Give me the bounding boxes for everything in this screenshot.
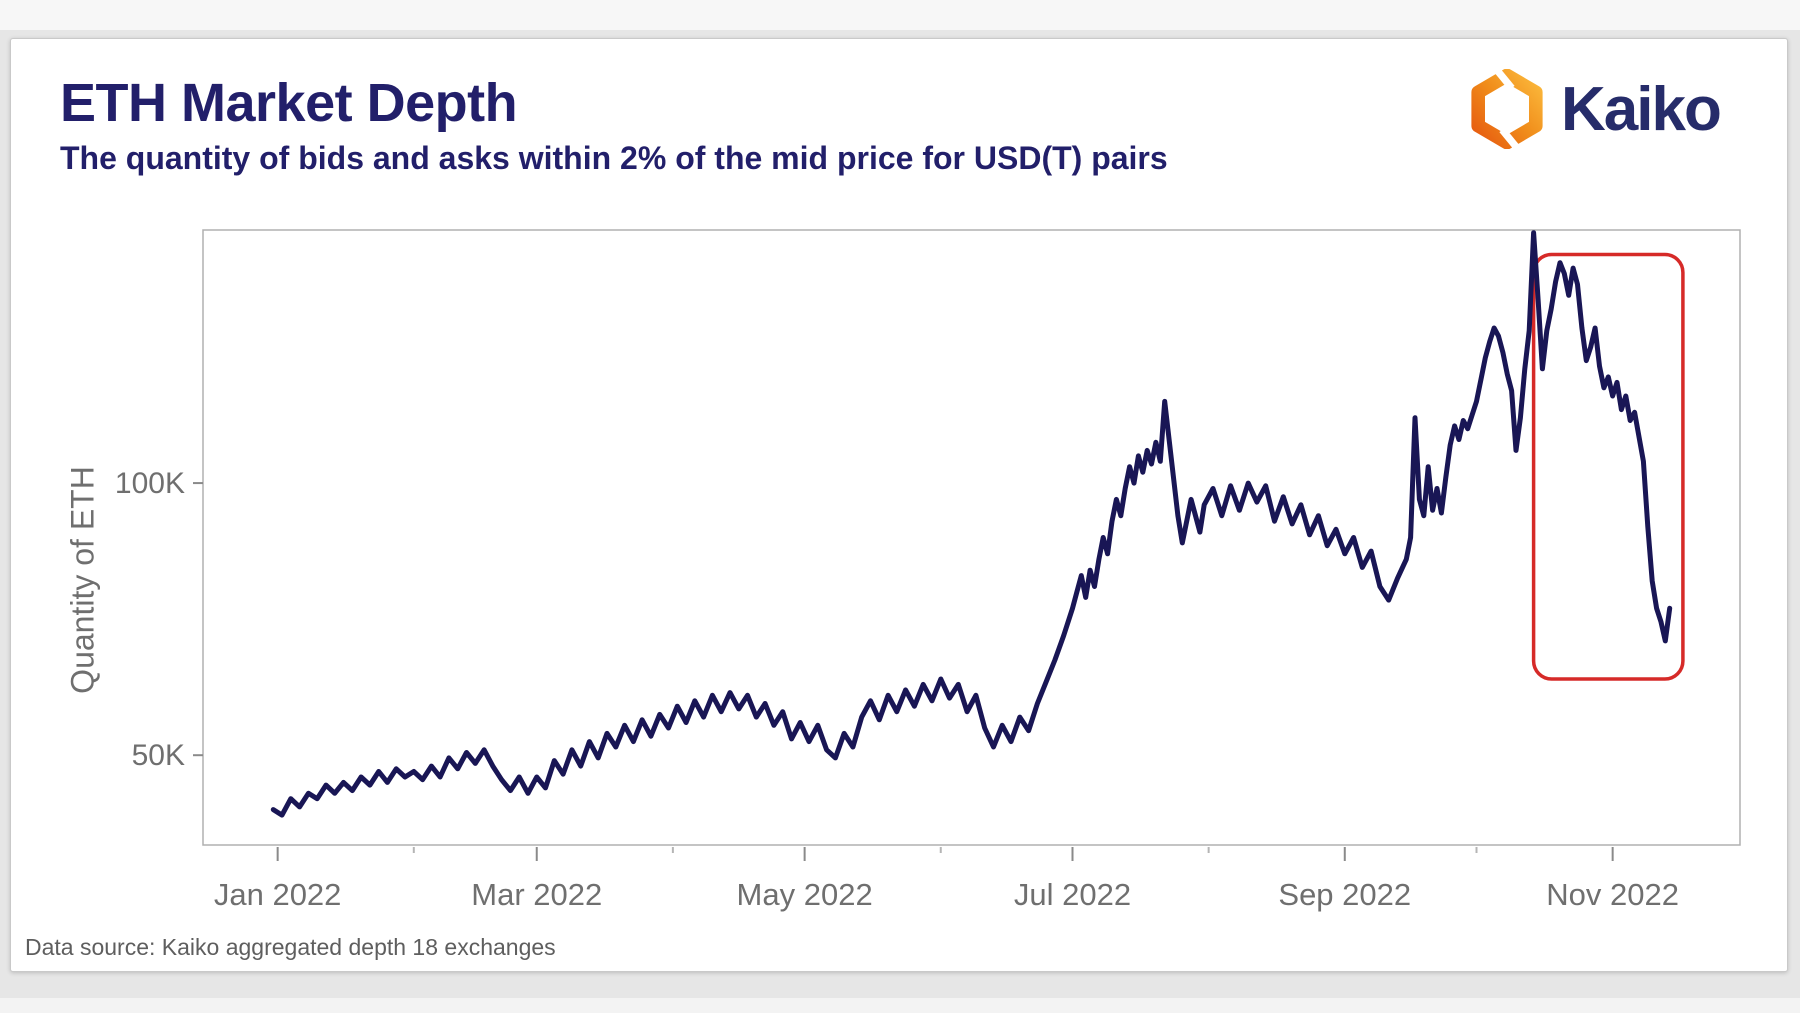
bottom-strip bbox=[0, 998, 1800, 1013]
kaiko-logo: Kaiko bbox=[1467, 68, 1722, 150]
x-tick-label: Mar 2022 bbox=[471, 877, 602, 912]
page-title: ETH Market Depth bbox=[60, 73, 518, 133]
kaiko-wordmark: Kaiko bbox=[1561, 74, 1722, 144]
data-source-note: Data source: Kaiko aggregated depth 18 e… bbox=[25, 934, 556, 960]
top-strip bbox=[0, 0, 1800, 30]
y-tick-label: 50K bbox=[132, 739, 185, 772]
x-tick-label: Sep 2022 bbox=[1278, 877, 1411, 912]
highlight-annotation bbox=[1531, 252, 1685, 681]
x-tick-label: Jan 2022 bbox=[214, 877, 342, 912]
x-tick-label: Nov 2022 bbox=[1546, 877, 1679, 912]
y-tick-label: 100K bbox=[115, 467, 185, 500]
plot-border bbox=[202, 229, 1741, 846]
chart-card bbox=[10, 38, 1788, 972]
kaiko-hexagon-icon bbox=[1471, 69, 1543, 149]
x-tick-label: Jul 2022 bbox=[1014, 877, 1131, 912]
depth-line bbox=[270, 230, 1673, 818]
page-subtitle: The quantity of bids and asks within 2% … bbox=[60, 140, 1168, 176]
x-tick-label: May 2022 bbox=[737, 877, 873, 912]
